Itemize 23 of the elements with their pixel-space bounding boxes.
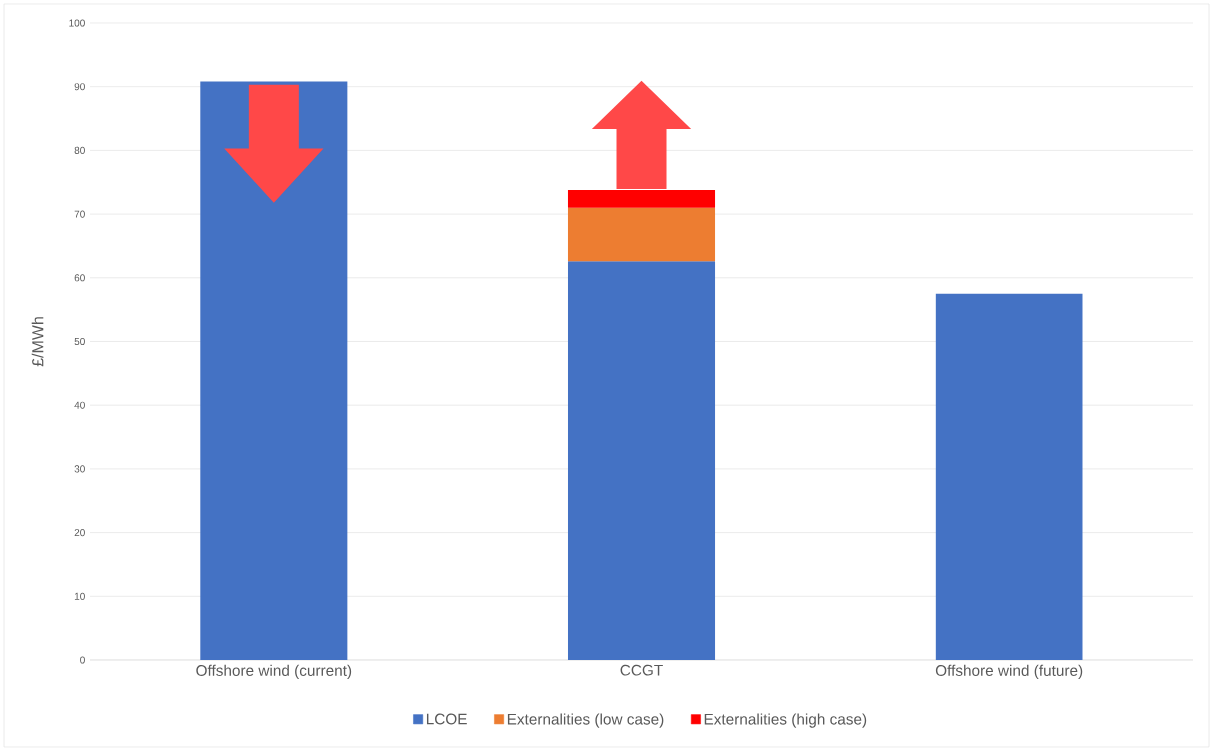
y-tick-label: 60 <box>74 274 85 282</box>
y-tick-label: 40 <box>74 401 85 409</box>
y-tick-label: 0 <box>80 656 85 664</box>
y-tick-label: 10 <box>74 592 85 600</box>
y-tick-label: 80 <box>74 146 85 154</box>
y-tick-label: 30 <box>74 465 85 473</box>
y-tick-label: 50 <box>74 337 85 346</box>
x-tick-label: Offshore wind (current) <box>196 664 352 679</box>
legend-label: LCOE <box>426 713 467 725</box>
bar <box>935 293 1083 660</box>
bar <box>200 81 348 660</box>
legend-label: Externalities (low case) <box>507 713 664 728</box>
y-tick-label: 20 <box>74 529 85 537</box>
bar <box>567 261 716 660</box>
bar <box>567 207 716 262</box>
x-tick-label: CCGT <box>620 664 663 676</box>
y-tick-label: 90 <box>74 83 85 91</box>
x-tick-label: Offshore wind (future) <box>935 664 1083 679</box>
legend-label: Externalities (high case) <box>704 713 867 728</box>
y-tick-label: 100 <box>69 19 85 27</box>
bar <box>567 189 716 208</box>
y-tick-label: 70 <box>74 210 85 218</box>
y-axis-title: £/MWh <box>31 317 44 367</box>
